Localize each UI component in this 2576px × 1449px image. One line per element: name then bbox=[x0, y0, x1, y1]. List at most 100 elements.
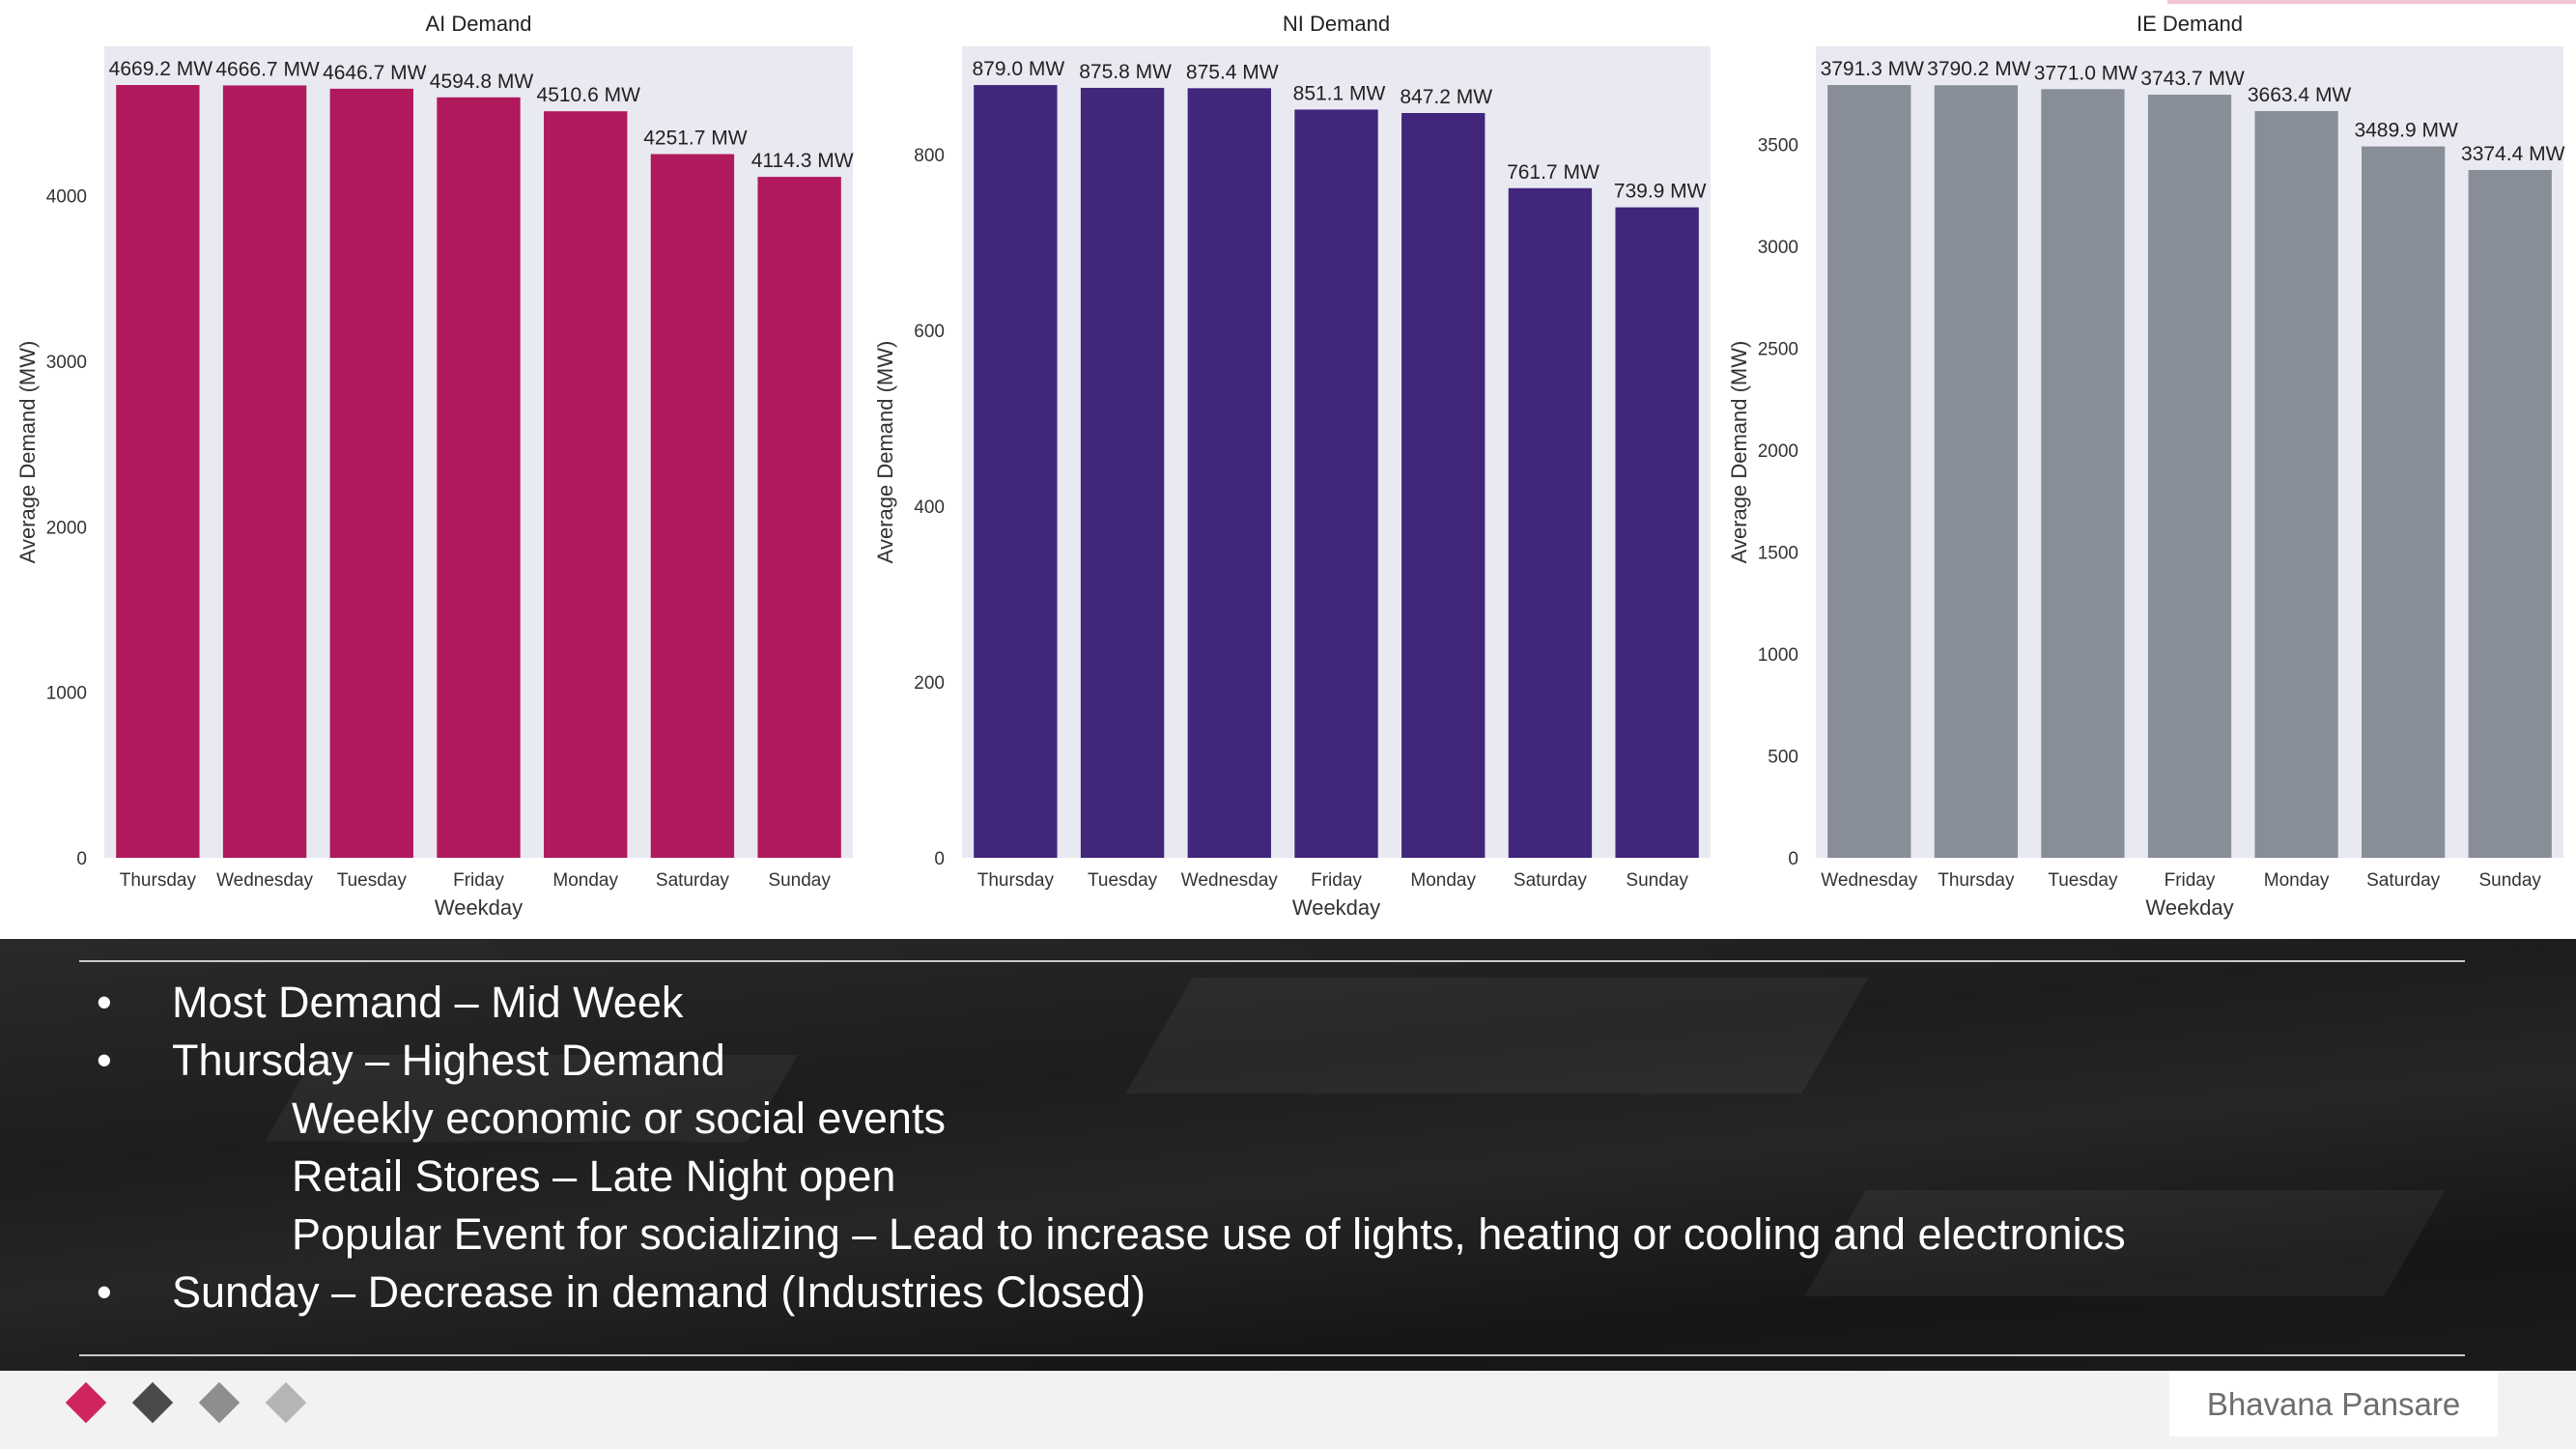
x-tick-label: Sunday bbox=[1626, 870, 1688, 891]
x-tick-label: Saturday bbox=[1514, 870, 1588, 891]
x-tick-label: Monday bbox=[2264, 870, 2330, 891]
y-tick-label: 600 bbox=[914, 322, 945, 342]
data-label: 761.7 MW bbox=[1507, 161, 1599, 184]
bar-monday bbox=[2254, 110, 2338, 859]
footer bbox=[0, 1371, 2576, 1449]
bar-saturday bbox=[2362, 146, 2446, 858]
bar-tuesday bbox=[329, 88, 413, 858]
x-tick-label: Tuesday bbox=[1088, 870, 1158, 891]
bar-thursday bbox=[116, 85, 200, 858]
data-label: 3489.9 MW bbox=[2354, 120, 2458, 142]
sub-bullet-text: Popular Event for socializing – Lead to … bbox=[292, 1209, 2126, 1259]
y-tick-label: 0 bbox=[1788, 849, 1798, 869]
bullet-marker: • bbox=[97, 978, 112, 1027]
y-tick-label: 1500 bbox=[1758, 543, 1798, 563]
bar-sunday bbox=[2468, 169, 2552, 859]
y-axis-label: Average Demand (MW) bbox=[15, 341, 40, 564]
sub-bullet-item: Weekly economic or social events bbox=[0, 1090, 2511, 1148]
x-tick-label: Tuesday bbox=[337, 870, 408, 891]
bullet-marker: • bbox=[97, 1036, 112, 1085]
data-label: 4669.2 MW bbox=[109, 58, 213, 80]
data-label: 3791.3 MW bbox=[1821, 58, 1925, 80]
data-label: 3374.4 MW bbox=[2461, 143, 2565, 165]
bar-sunday bbox=[757, 177, 841, 859]
y-axis-label: Average Demand (MW) bbox=[873, 341, 897, 564]
sub-bullet-item: Retail Stores – Late Night open bbox=[0, 1148, 2511, 1206]
x-tick-label: Saturday bbox=[2366, 870, 2441, 891]
x-tick-label: Wednesday bbox=[1181, 870, 1278, 891]
bullet-text: Sunday – Decrease in demand (Industries … bbox=[172, 1267, 1146, 1317]
x-tick-label: Friday bbox=[1311, 870, 1362, 891]
data-label: 4251.7 MW bbox=[643, 128, 748, 150]
bar-friday bbox=[1294, 109, 1378, 859]
bar-monday bbox=[544, 111, 628, 859]
x-tick-label: Thursday bbox=[120, 870, 197, 891]
diamond-icon bbox=[65, 1381, 107, 1424]
top-divider bbox=[79, 960, 2465, 962]
bar-wednesday bbox=[222, 85, 307, 858]
data-label: 4114.3 MW bbox=[751, 150, 854, 172]
chart-2: NI Demand 0 200 400 600 800 Average Demand (MW… bbox=[873, 12, 1711, 920]
data-label: 875.4 MW bbox=[1186, 61, 1279, 83]
x-tick-label: Friday bbox=[453, 870, 504, 891]
y-tick-label: 3500 bbox=[1758, 135, 1798, 156]
bar-monday bbox=[1401, 112, 1486, 858]
x-tick-label: Tuesday bbox=[2048, 870, 2118, 891]
data-label: 739.9 MW bbox=[1614, 181, 1707, 203]
bar-wednesday bbox=[1827, 85, 1911, 859]
data-label: 851.1 MW bbox=[1293, 82, 1386, 104]
chart-title: NI Demand bbox=[1283, 12, 1390, 36]
x-tick-label: Monday bbox=[552, 870, 618, 891]
bar-tuesday bbox=[2041, 89, 2125, 859]
data-label: 847.2 MW bbox=[1400, 86, 1492, 108]
charts-area: AI Demand 0 1000 2000 3000 4000 Average Demand… bbox=[15, 12, 2565, 920]
bar-tuesday bbox=[1080, 87, 1165, 859]
data-label: 3771.0 MW bbox=[2034, 62, 2138, 84]
chart-1: AI Demand 0 1000 2000 3000 4000 Average Demand… bbox=[15, 12, 854, 920]
diamond-icon bbox=[131, 1381, 174, 1424]
diamond-icon bbox=[198, 1381, 241, 1424]
sub-bullet-item: Popular Event for socializing – Lead to … bbox=[0, 1206, 2511, 1264]
bar-sunday bbox=[1615, 207, 1699, 858]
bar-thursday bbox=[974, 85, 1058, 858]
accent-strip bbox=[2167, 0, 2576, 4]
x-axis-label: Weekday bbox=[2145, 895, 2233, 920]
bar-saturday bbox=[1508, 187, 1593, 858]
diamond-icon bbox=[265, 1381, 307, 1424]
y-tick-label: 500 bbox=[1768, 747, 1798, 767]
chart-title: AI Demand bbox=[425, 12, 531, 36]
bullet-text: Most Demand – Mid Week bbox=[172, 978, 684, 1027]
data-label: 3743.7 MW bbox=[2140, 68, 2245, 90]
bullet-marker: • bbox=[97, 1267, 112, 1317]
x-tick-label: Wednesday bbox=[1821, 870, 1917, 891]
y-tick-label: 400 bbox=[914, 497, 945, 518]
x-axis-label: Weekday bbox=[435, 895, 523, 920]
x-tick-label: Sunday bbox=[2478, 870, 2541, 891]
notes-panel: • Most Demand – Mid Week • Thursday – Highe… bbox=[0, 939, 2576, 1371]
x-tick-label: Thursday bbox=[977, 870, 1055, 891]
y-tick-label: 2000 bbox=[46, 518, 87, 538]
bar-saturday bbox=[650, 154, 735, 858]
y-tick-label: 1000 bbox=[1758, 645, 1798, 666]
bar-thursday bbox=[1934, 85, 2018, 859]
y-axis-label: Average Demand (MW) bbox=[1727, 341, 1751, 564]
chart-title: IE Demand bbox=[2137, 12, 2243, 36]
x-tick-label: Monday bbox=[1410, 870, 1476, 891]
data-label: 879.0 MW bbox=[973, 58, 1065, 80]
bullet-item: • Thursday – Highest Demand bbox=[0, 1032, 2511, 1090]
x-tick-label: Sunday bbox=[768, 870, 831, 891]
data-label: 3663.4 MW bbox=[2248, 84, 2352, 106]
data-label: 4666.7 MW bbox=[215, 58, 320, 80]
y-tick-label: 0 bbox=[76, 849, 87, 869]
y-tick-label: 200 bbox=[914, 673, 945, 694]
y-tick-label: 800 bbox=[914, 146, 945, 166]
author-name: Bhavana Pansare bbox=[2206, 1386, 2461, 1422]
x-axis-label: Weekday bbox=[1292, 895, 1380, 920]
sub-bullet-text: Weekly economic or social events bbox=[292, 1094, 946, 1143]
x-tick-label: Friday bbox=[2165, 870, 2216, 891]
y-tick-label: 3000 bbox=[1758, 238, 1798, 258]
y-tick-label: 2500 bbox=[1758, 339, 1798, 359]
data-label: 875.8 MW bbox=[1079, 61, 1172, 83]
data-label: 4594.8 MW bbox=[430, 71, 534, 93]
y-tick-label: 1000 bbox=[46, 684, 87, 704]
